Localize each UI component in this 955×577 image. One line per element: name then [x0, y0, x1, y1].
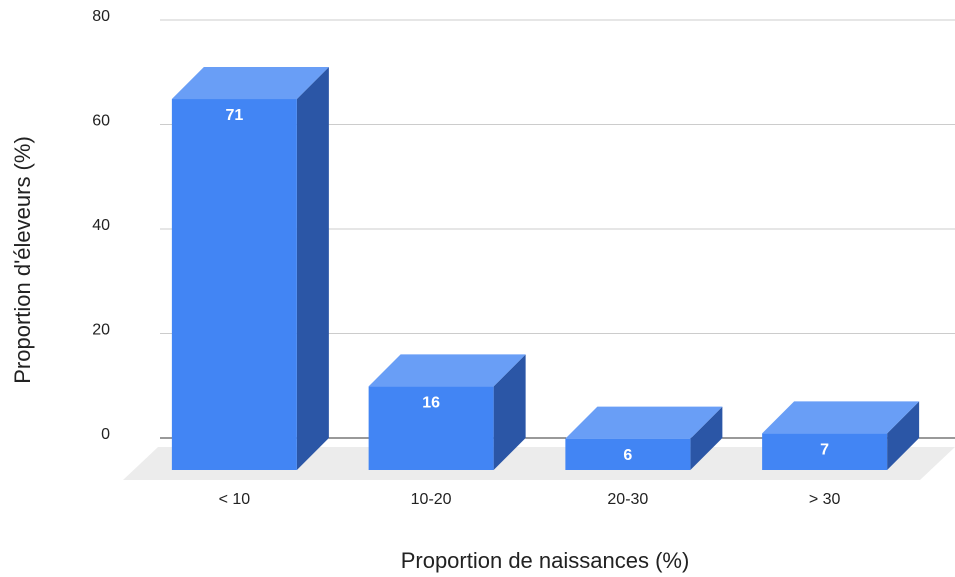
bar-side: [493, 354, 526, 470]
floor: [123, 447, 955, 480]
bar: [565, 438, 691, 470]
bar-top: [368, 354, 526, 387]
bar-top: [762, 401, 920, 434]
x-axis-title: Proportion de naissances (%): [401, 548, 690, 573]
y-tick-label: 40: [92, 217, 110, 234]
bar: [171, 99, 297, 471]
bar: [368, 386, 494, 470]
data-label: 16: [422, 395, 440, 412]
data-label: 7: [820, 442, 829, 459]
x-tick-label: 10-20: [411, 491, 452, 508]
y-tick-label: 20: [92, 322, 110, 339]
bar-top: [171, 67, 329, 100]
y-tick-label: 60: [92, 113, 110, 130]
x-tick-label: > 30: [809, 491, 841, 508]
bar-side: [690, 406, 723, 470]
x-tick-label: 20-30: [607, 491, 648, 508]
data-label: 71: [225, 107, 243, 124]
bar-top: [565, 406, 723, 439]
x-tick-label: < 10: [219, 491, 251, 508]
bar-side: [296, 67, 329, 471]
y-tick-label: 80: [92, 8, 110, 25]
y-tick-label: 0: [101, 426, 110, 443]
bar: [762, 433, 888, 470]
y-axis-title: Proportion d'éleveurs (%): [10, 136, 35, 384]
data-label: 6: [623, 447, 632, 464]
bar-side: [887, 401, 920, 470]
